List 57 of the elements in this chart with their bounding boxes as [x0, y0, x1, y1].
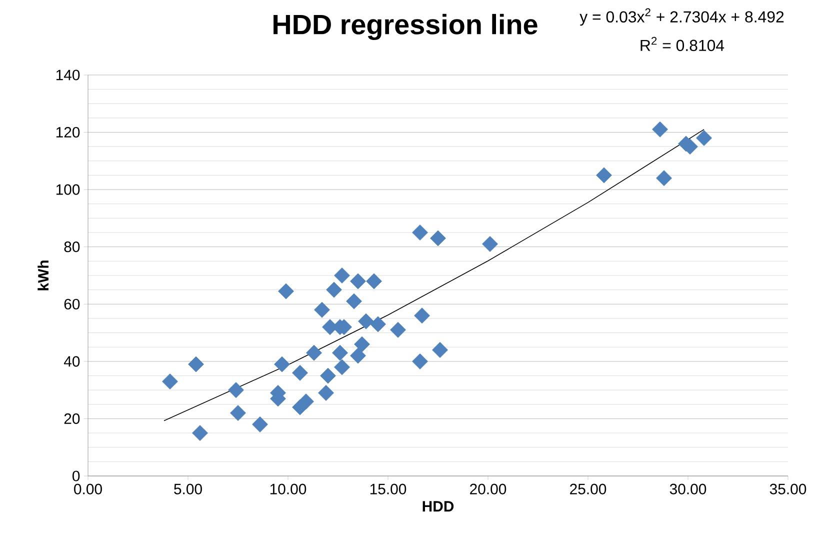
- point: [306, 344, 322, 361]
- y-tick-label: 0: [72, 470, 80, 482]
- point: [314, 302, 330, 318]
- point: [652, 121, 668, 138]
- x-tick-label: 20.00: [470, 484, 506, 494]
- point: [334, 359, 350, 376]
- y-axis-title: kWh: [38, 260, 48, 290]
- x-tick-label: 30.00: [670, 484, 706, 494]
- point: [432, 342, 448, 358]
- point: [320, 368, 336, 384]
- point: [230, 404, 246, 421]
- y-tick-label: 140: [56, 70, 80, 80]
- y-tick-label: 120: [56, 126, 80, 138]
- point: [192, 425, 208, 441]
- point: [278, 283, 294, 300]
- x-tick-label: 0.00: [74, 484, 102, 494]
- point: [596, 167, 612, 184]
- point: [346, 293, 362, 310]
- x-axis-title: HDD: [422, 501, 454, 512]
- point: [334, 268, 350, 284]
- point: [252, 416, 268, 432]
- point: [292, 364, 308, 381]
- point: [298, 394, 314, 410]
- point: [412, 353, 428, 370]
- point: [430, 230, 446, 246]
- point: [350, 273, 366, 290]
- chart-title: HDD regression line: [274, 14, 538, 40]
- point: [318, 384, 334, 401]
- point: [332, 344, 348, 361]
- x-tick-label: 5.00: [174, 484, 202, 494]
- x-tick-label: 25.00: [570, 484, 606, 494]
- point: [370, 316, 386, 332]
- y-tick-label: 40: [64, 356, 80, 367]
- x-tick-label: 35.00: [770, 484, 806, 494]
- y-tick-label: 60: [64, 298, 80, 310]
- point: [482, 236, 498, 252]
- point: [696, 130, 712, 146]
- x-tick-label: 10.00: [270, 484, 306, 494]
- point: [390, 322, 406, 338]
- point: [350, 348, 366, 364]
- y-tick-label: 80: [64, 242, 80, 252]
- point: [358, 313, 374, 330]
- point: [354, 336, 370, 352]
- x-tick-label: 15.00: [370, 484, 406, 494]
- text: y = 0.03x$^{2}$ + 2.7304x + 8.492: [580, 8, 784, 26]
- point: [656, 170, 672, 186]
- y-tick-label: 100: [56, 184, 80, 195]
- point: [274, 356, 290, 372]
- point: [162, 373, 178, 390]
- point: [366, 273, 382, 290]
- point: [188, 356, 204, 372]
- point: [326, 282, 342, 298]
- y-tick-label: 20: [64, 413, 80, 424]
- point: [414, 308, 430, 324]
- point: [228, 382, 244, 398]
- text: R$^{2}$ = 0.8104: [640, 36, 724, 52]
- point: [412, 224, 428, 240]
